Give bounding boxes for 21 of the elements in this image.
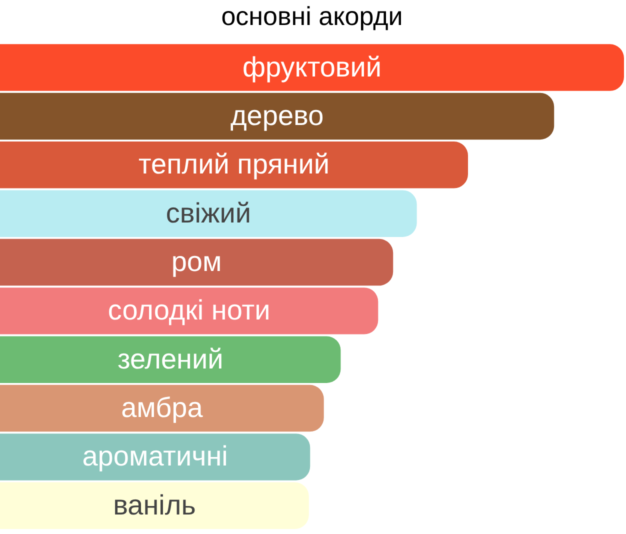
bar (0, 288, 378, 334)
y-tick-label: фруктовий (242, 51, 382, 82)
bar (0, 384, 324, 432)
y-tick-label: солодкі ноти (108, 294, 270, 326)
y-tick-label: ароматичні (82, 440, 228, 472)
bar (0, 434, 310, 480)
y-tick-label: теплий пряний (138, 148, 330, 180)
bar (0, 482, 309, 530)
y-tick-label: свіжий (166, 197, 251, 228)
bar (0, 238, 394, 286)
bar (0, 92, 554, 140)
y-tick-label: амбра (121, 392, 204, 424)
bar (0, 336, 341, 383)
bar (0, 190, 417, 237)
y-tick-label: ваніль (113, 489, 196, 520)
y-tick-label: ром (171, 246, 222, 277)
bar (0, 142, 468, 188)
chart-title: основні акорди (221, 0, 403, 31)
y-tick-label: дерево (230, 100, 324, 131)
y-tick-label: зелений (117, 343, 224, 374)
bar (0, 44, 624, 91)
